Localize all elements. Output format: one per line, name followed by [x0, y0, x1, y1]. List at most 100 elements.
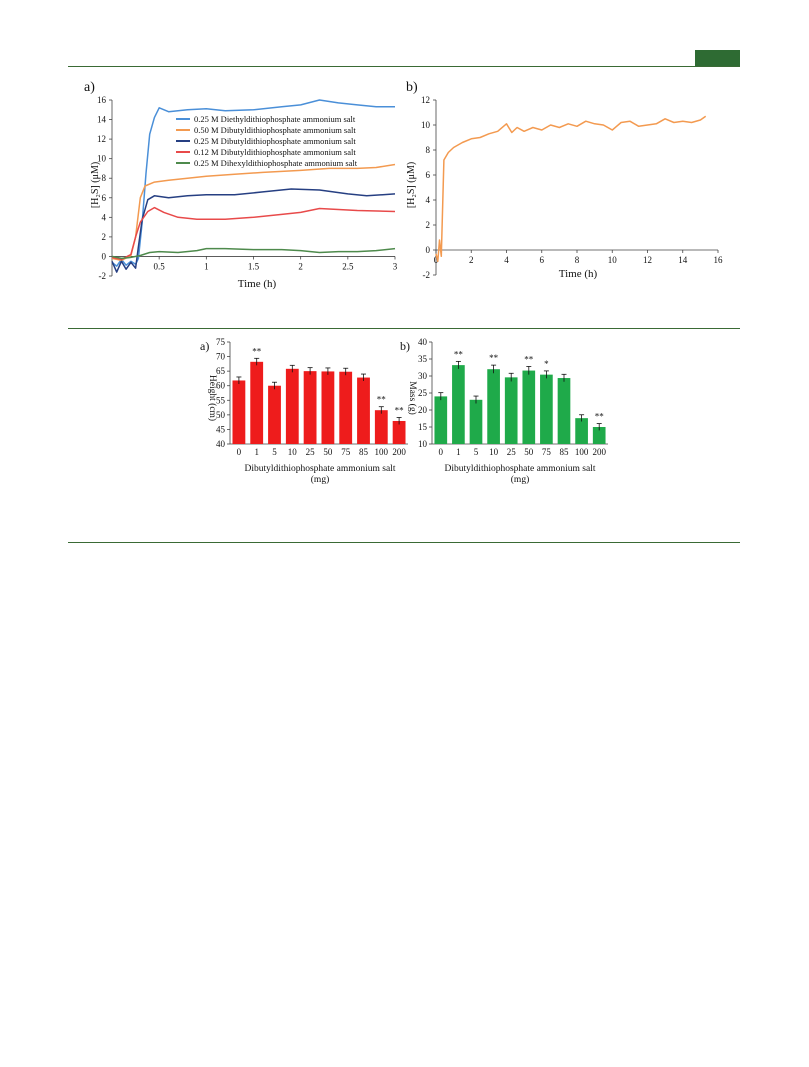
y-tick-label: 6 [426, 170, 431, 180]
y-tick-label: 30 [418, 371, 428, 381]
section-rule-2 [68, 542, 740, 543]
x-tick-label: 10 [489, 447, 499, 457]
y-tick-label: 8 [426, 145, 431, 155]
x-tick-label: 14 [678, 255, 688, 265]
y-tick-label: 65 [216, 366, 226, 376]
x-tick-label: 0 [237, 447, 242, 457]
y-tick-label: 16 [97, 95, 107, 105]
bar [504, 377, 518, 444]
x-axis-unit: (mg) [511, 474, 529, 485]
section-rule-1 [68, 328, 740, 329]
bar [522, 370, 536, 444]
x-tick-label: 5 [272, 447, 277, 457]
header-rule [68, 66, 740, 67]
x-tick-label: 3 [393, 261, 398, 271]
legend-entry: 0.25 M Diethyldithiophosphate ammonium s… [194, 114, 356, 124]
bar [487, 369, 500, 444]
y-tick-label: 35 [418, 354, 428, 364]
x-tick-label: 85 [359, 447, 369, 457]
y-tick-label: 2 [102, 232, 107, 242]
bar [452, 365, 465, 444]
x-tick-label: 50 [323, 447, 333, 457]
y-tick-label: 4 [426, 195, 431, 205]
panel-label: b) [400, 339, 410, 353]
y-tick-label: 70 [216, 352, 226, 362]
bar [268, 385, 281, 444]
bar [392, 420, 406, 444]
panel-label: a) [84, 80, 95, 95]
x-tick-label: 10 [608, 255, 618, 265]
y-tick-label: 6 [102, 193, 107, 203]
y-tick-label: 0 [102, 251, 107, 261]
y-tick-label: 75 [216, 337, 226, 347]
x-tick-label: 2 [298, 261, 303, 271]
x-tick-label: 2 [469, 255, 474, 265]
series-line [111, 247, 396, 260]
x-tick-label: 16 [714, 255, 724, 265]
y-tick-label: 2 [426, 220, 431, 230]
x-tick-label: 0 [434, 255, 439, 265]
y-tick-label: 10 [97, 154, 107, 164]
series-line [111, 99, 395, 267]
y-tick-label: 40 [216, 439, 226, 449]
y-tick-label: 25 [418, 388, 428, 398]
significance-marker: * [544, 359, 549, 369]
y-tick-label: -2 [99, 271, 107, 281]
x-tick-label: 4 [504, 255, 509, 265]
x-tick-label: 75 [341, 447, 351, 457]
x-tick-label: 1.5 [248, 261, 260, 271]
x-axis-label: Dibutyldithiophosphate ammonium salt [245, 464, 396, 474]
x-tick-label: 100 [375, 447, 389, 457]
bar [557, 378, 571, 444]
x-axis-label: Dibutyldithiophosphate ammonium salt [445, 464, 596, 474]
x-tick-label: 50 [524, 447, 534, 457]
bar [434, 396, 448, 444]
bar [592, 427, 606, 444]
y-axis-label: Height (cm) [207, 375, 218, 421]
y-tick-label: 40 [418, 337, 428, 347]
bar [357, 377, 370, 444]
x-tick-label: 0.5 [154, 261, 166, 271]
x-axis-label: Time (h) [559, 268, 598, 280]
y-tick-label: 20 [418, 405, 428, 415]
x-tick-label: 1 [204, 261, 209, 271]
bar [540, 374, 553, 444]
significance-marker: ** [489, 353, 499, 363]
x-tick-label: 100 [575, 447, 589, 457]
panel-label: a) [200, 339, 209, 353]
y-tick-label: 55 [216, 395, 226, 405]
y-axis-label: [H₂S] (μM) [90, 162, 101, 208]
y-tick-label: 4 [102, 212, 107, 222]
y-tick-label: -2 [423, 270, 431, 280]
series-line [435, 115, 707, 263]
x-tick-label: 200 [592, 447, 606, 457]
y-tick-label: 8 [102, 173, 107, 183]
legend-entry: 0.12 M Dibutyldithiophosphate ammonium s… [194, 147, 356, 157]
significance-marker: ** [377, 395, 387, 405]
y-tick-label: 50 [216, 410, 226, 420]
y-tick-label: 45 [216, 424, 226, 434]
significance-marker: ** [252, 346, 262, 356]
y-tick-label: 60 [216, 381, 226, 391]
legend-entry: 0.25 M Dihexyldithiophosphate ammonium s… [194, 158, 358, 168]
x-tick-label: 10 [288, 447, 298, 457]
x-tick-label: 1 [254, 447, 259, 457]
x-tick-label: 0 [439, 447, 444, 457]
chart-legend: 0.25 M Diethyldithiophosphate ammonium s… [176, 114, 358, 168]
significance-marker: ** [454, 349, 464, 359]
x-tick-label: 25 [507, 447, 517, 457]
significance-marker: ** [395, 405, 405, 415]
bar [303, 371, 317, 444]
x-axis-label: Time (h) [238, 278, 277, 290]
bar [250, 361, 264, 444]
y-tick-label: 14 [97, 115, 107, 125]
x-tick-label: 200 [392, 447, 406, 457]
significance-marker: ** [595, 412, 605, 422]
y-tick-label: 0 [426, 245, 431, 255]
x-tick-label: 85 [560, 447, 570, 457]
x-tick-label: 2.5 [342, 261, 354, 271]
x-tick-label: 8 [575, 255, 580, 265]
y-tick-label: 10 [418, 439, 428, 449]
y-axis-label: [H₂S] (μM) [406, 162, 417, 208]
